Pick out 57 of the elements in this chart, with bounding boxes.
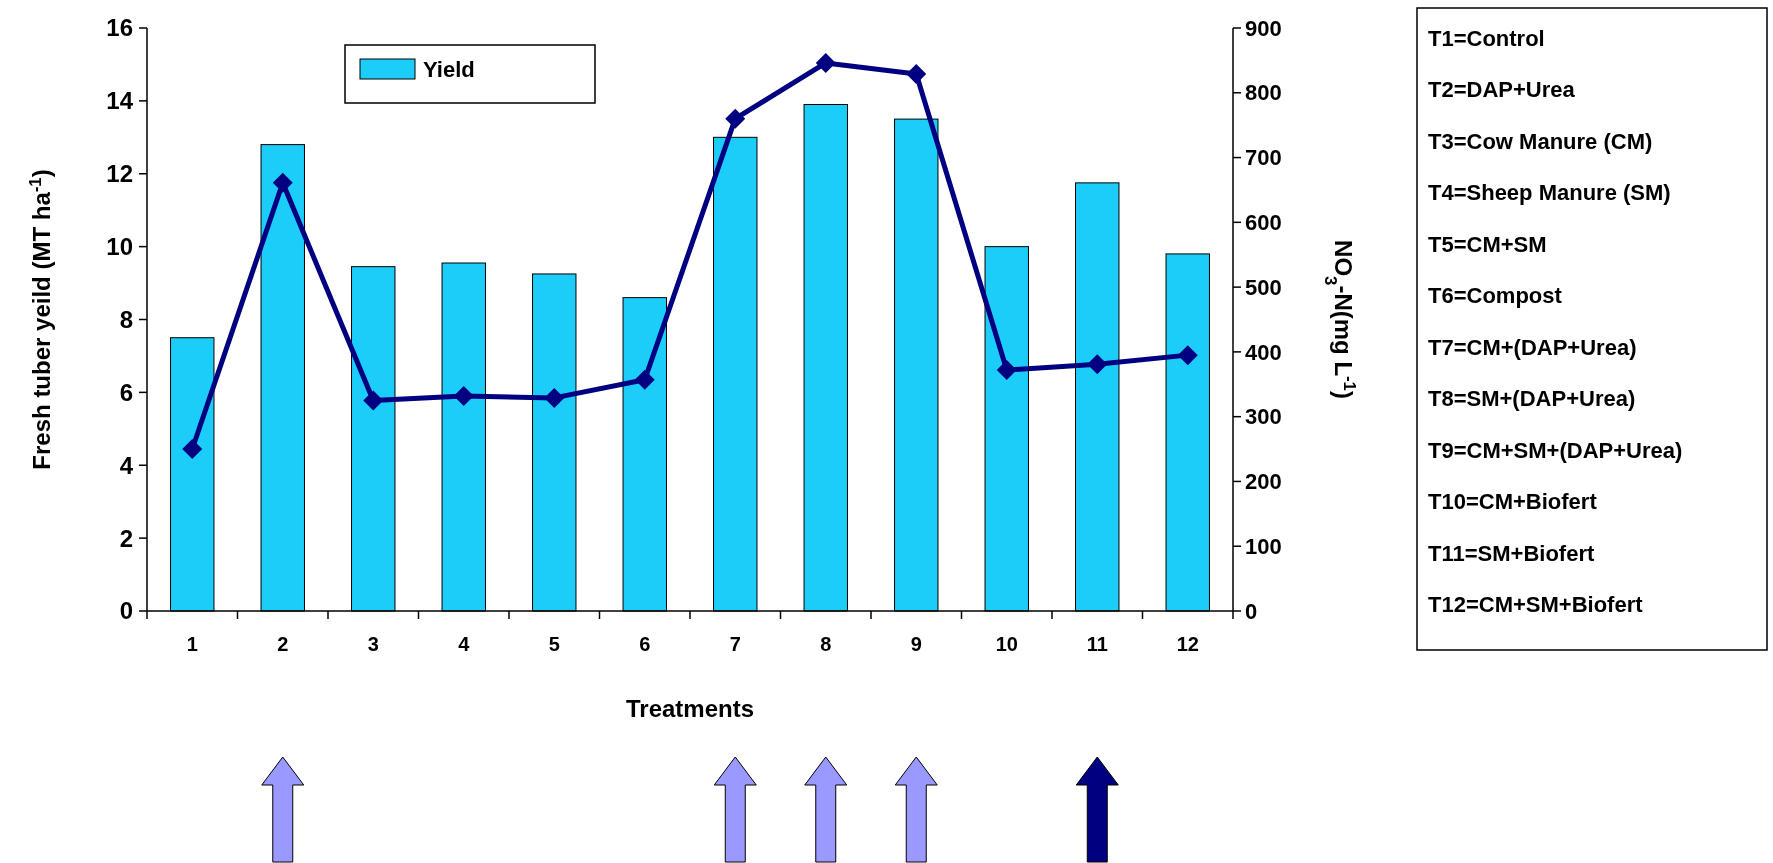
text: T2=DAP+Urea	[1428, 77, 1576, 103]
y2-tick-label: 300	[1245, 404, 1282, 430]
x-tick-label: 10	[995, 633, 1018, 655]
point	[272, 172, 293, 193]
text: T1=Control	[1428, 25, 1545, 51]
y-tick-label: 14	[106, 87, 134, 115]
text: T10=CM+Biofert	[1428, 489, 1598, 515]
x-tick-label: 4	[458, 633, 471, 655]
y-tick-label: 12	[106, 160, 133, 188]
text: T5=CM+SM	[1428, 231, 1547, 257]
x-tick-label: 12	[1176, 633, 1199, 655]
x-tick-label: 6	[639, 633, 651, 655]
point	[1177, 345, 1198, 366]
x-tick-label: 9	[910, 633, 922, 655]
y2-tick-label: 0	[1245, 598, 1258, 624]
point	[1087, 354, 1108, 375]
x-tick-label: 3	[367, 633, 379, 655]
y2-tick-label: 100	[1245, 533, 1282, 559]
point	[363, 390, 384, 411]
point	[634, 369, 655, 390]
y2-tick-label: 200	[1245, 469, 1282, 495]
y-tick-label: 4	[119, 451, 134, 479]
point	[996, 360, 1017, 381]
text: T9=CM+SM+(DAP+Urea)	[1428, 437, 1683, 463]
point	[544, 387, 565, 408]
x-tick-label: 8	[820, 633, 832, 655]
y-tick-label: 6	[119, 378, 133, 406]
text: T12=CM+SM+Biofert	[1428, 592, 1644, 618]
text: T6=Compost	[1428, 283, 1563, 309]
point	[725, 108, 746, 129]
text: T3=Cow Manure (CM)	[1428, 128, 1653, 154]
text: T7=CM+(DAP+Urea)	[1428, 334, 1637, 360]
y2-tick-label: 600	[1245, 210, 1282, 236]
y2-tick-label: 700	[1245, 145, 1282, 171]
y2-tick-label: 500	[1245, 274, 1282, 300]
y-tick-label: 10	[106, 233, 133, 261]
x-tick-label: 5	[548, 633, 560, 655]
x-axis-title: Treatments	[625, 695, 755, 722]
point	[182, 439, 203, 460]
x-tick-label: 11	[1086, 633, 1108, 655]
point	[815, 52, 836, 73]
y-tick-label: 0	[119, 597, 133, 625]
text: T11=SM+Biofert	[1428, 540, 1595, 566]
x-tick-label: 7	[729, 633, 741, 655]
point	[453, 385, 474, 406]
y2-tick-label: 400	[1245, 339, 1282, 365]
legend-label: Yield	[423, 56, 475, 82]
text: T8=SM+(DAP+Urea)	[1428, 386, 1636, 412]
x-tick-label: 2	[277, 633, 289, 655]
y2-tick-label: 800	[1245, 80, 1282, 106]
point	[906, 63, 927, 84]
text: T4=Sheep Manure (SM)	[1428, 180, 1671, 206]
y2-tick-label: 900	[1245, 15, 1282, 41]
y-tick-label: 16	[106, 14, 133, 42]
y-tick-label: 8	[119, 305, 133, 333]
y-tick-label: 2	[119, 524, 133, 552]
x-tick-label: 1	[186, 633, 198, 655]
